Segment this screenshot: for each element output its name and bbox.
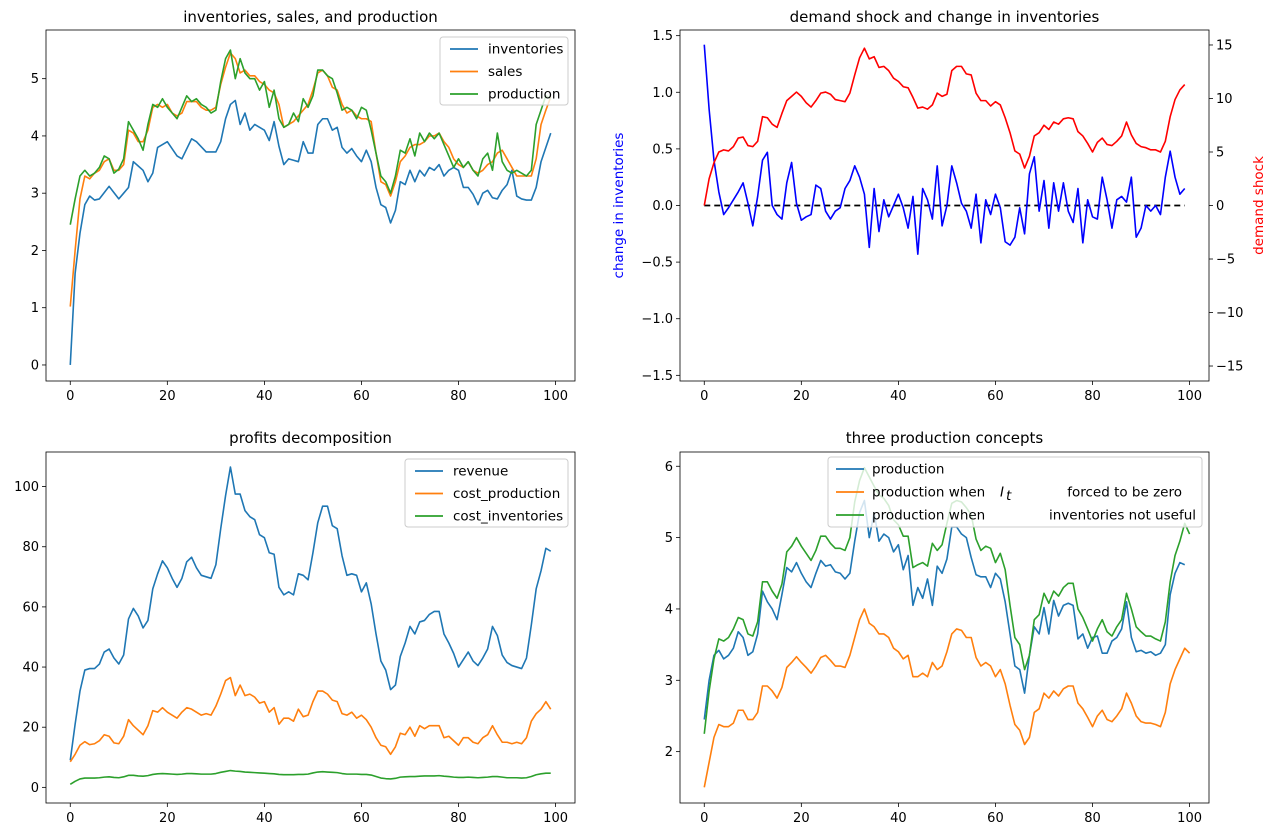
y-tick-label: 2 — [665, 745, 673, 760]
x-tick-label: 0 — [700, 389, 708, 404]
y-tick-label: 0.0 — [652, 199, 673, 214]
x-tick-label: 20 — [793, 811, 810, 826]
chart-three-production-concepts: three production concepts 0 20 40 60 80 100 2 3 4… — [665, 429, 1210, 826]
y-axis-label: change in inventories — [611, 133, 627, 279]
legend: inventories sales production — [439, 36, 569, 106]
series-line-cost-inventories — [69, 769, 551, 786]
y-tick-label: 20 — [22, 721, 39, 736]
x-tick-label: 100 — [543, 389, 568, 404]
y-tick-label: 0 — [31, 358, 39, 373]
y-right-tick-label: −10 — [1216, 306, 1243, 321]
legend-label: production — [488, 87, 561, 103]
legend-label: cost_production — [453, 486, 560, 502]
y-tick-label: 1.0 — [652, 86, 673, 101]
y-tick-label: 0.5 — [652, 142, 673, 157]
legend-label-subscript: t — [1006, 488, 1012, 504]
legend-box — [439, 36, 569, 106]
x-tick-label: 20 — [793, 389, 810, 404]
legend-label: production when — [872, 485, 985, 501]
x-tick-label: 0 — [66, 811, 74, 826]
x-tick-label: 20 — [159, 811, 176, 826]
x-tick-label: 60 — [987, 389, 1004, 404]
y-tick-label: −1.5 — [641, 369, 673, 384]
legend-label-symbol: I — [1000, 485, 1004, 501]
axes-frame — [45, 451, 576, 804]
series-line-production — [703, 499, 1186, 720]
y-right-tick-label: 15 — [1216, 38, 1233, 53]
x-tick-label: 40 — [890, 389, 907, 404]
x-tick-label: 40 — [256, 811, 273, 826]
x-tick-label: 0 — [700, 811, 708, 826]
legend-label-tail: inventories not useful — [1049, 508, 1196, 524]
y-tick-label: 1 — [31, 301, 39, 316]
y-tick-label: 5 — [665, 531, 673, 546]
y-right-axis-label: demand shock — [1251, 156, 1267, 255]
x-tick-label: 100 — [543, 811, 568, 826]
y-tick-label: 0 — [31, 781, 39, 796]
chart-demand-shock-change-inventories: demand shock and change in inventories 0 2… — [611, 8, 1267, 404]
chart-title: inventories, sales, and production — [183, 8, 438, 26]
legend-label: inventories — [488, 42, 563, 58]
y-tick-label: 4 — [31, 129, 39, 144]
y-right-tick-label: 5 — [1216, 145, 1224, 160]
y-tick-label: −0.5 — [641, 256, 673, 271]
x-tick-label: 80 — [450, 811, 467, 826]
x-tick-label: 40 — [256, 389, 273, 404]
x-tick-label: 40 — [890, 811, 907, 826]
legend-box — [404, 458, 569, 528]
y-right-tick-label: 0 — [1216, 199, 1224, 214]
x-tick-label: 80 — [450, 389, 467, 404]
chart-title: demand shock and change in inventories — [790, 8, 1100, 26]
x-tick-label: 60 — [353, 389, 370, 404]
legend-label: revenue — [453, 464, 508, 480]
x-tick-label: 0 — [66, 389, 74, 404]
axes-frame — [679, 451, 1210, 804]
axes-frame — [679, 29, 1210, 382]
legend-label-tail: forced to be zero — [1067, 485, 1182, 501]
x-tick-label: 80 — [1084, 811, 1101, 826]
series-line-demand-shock — [703, 47, 1186, 206]
x-tick-label: 60 — [353, 811, 370, 826]
legend-box — [827, 456, 1203, 528]
y-tick-label: 5 — [31, 72, 39, 87]
x-tick-label: 100 — [1177, 811, 1202, 826]
legend-label: production — [872, 462, 945, 478]
x-tick-label: 60 — [987, 811, 1004, 826]
chart-title: profits decomposition — [229, 429, 392, 447]
y-tick-label: 1.5 — [652, 29, 673, 44]
series-line-revenue — [69, 466, 552, 761]
x-tick-label: 20 — [159, 389, 176, 404]
y-tick-label: 60 — [22, 600, 39, 615]
y-tick-label: 100 — [14, 480, 39, 495]
series-line-change-in-inventories — [703, 44, 1186, 255]
chart-profits-decomposition: profits decomposition 0 20 40 60 80 100 0 20 40 60… — [14, 429, 576, 826]
legend-label: sales — [488, 64, 522, 80]
x-tick-label: 100 — [1177, 389, 1202, 404]
y-right-tick-label: −15 — [1216, 360, 1243, 375]
y-right-tick-label: 10 — [1216, 92, 1233, 107]
axes-frame — [45, 29, 576, 382]
series-line-production — [69, 49, 552, 225]
series-line-inventories — [69, 99, 552, 366]
y-tick-label: −1.0 — [641, 312, 673, 327]
y-tick-label: 2 — [31, 244, 39, 259]
y-tick-label: 80 — [22, 540, 39, 555]
legend: revenue cost_production cost_inventories — [404, 458, 569, 528]
series-line-production-when-i-t-forced-to-be-zero — [703, 608, 1191, 788]
y-tick-label: 40 — [22, 661, 39, 676]
y-tick-label: 4 — [665, 602, 673, 617]
y-tick-label: 3 — [665, 674, 673, 689]
series-line-cost-production — [69, 676, 552, 763]
x-tick-label: 80 — [1084, 389, 1101, 404]
y-tick-label: 3 — [31, 187, 39, 202]
y-tick-label: 6 — [665, 460, 673, 475]
legend-label: production when — [872, 508, 985, 524]
chart-title: three production concepts — [846, 429, 1044, 447]
legend-label: cost_inventories — [453, 509, 563, 525]
y-right-tick-label: −5 — [1216, 253, 1235, 268]
